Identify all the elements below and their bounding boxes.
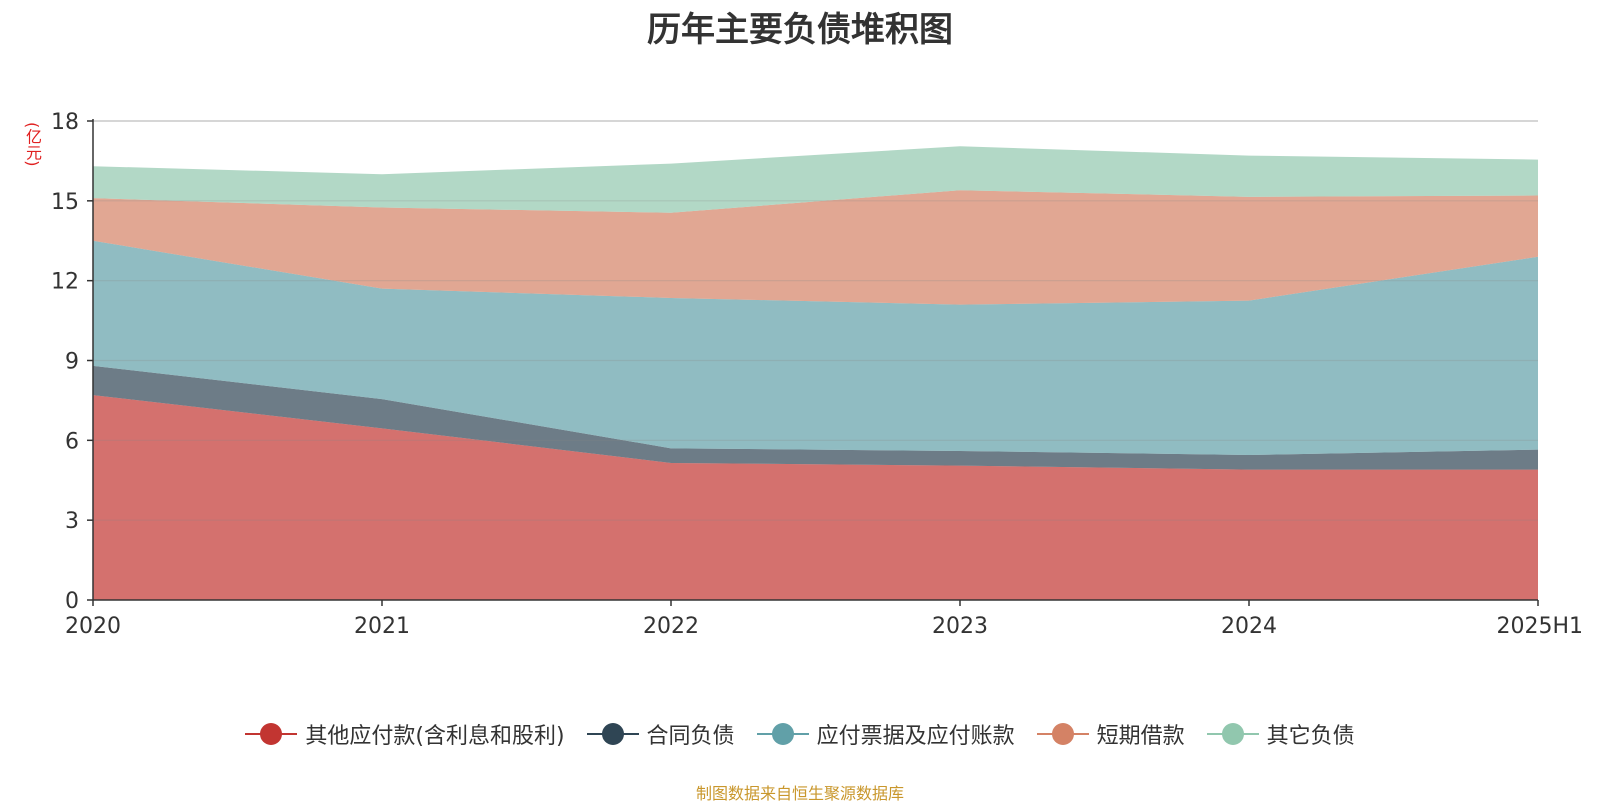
- legend-marker-icon: [756, 723, 809, 745]
- legend-marker-icon: [1036, 723, 1089, 745]
- stacked-area-chart: 0 3 6 9 12 15 18 2020 2021 2022 2023 2024 2025H1: [51, 110, 1583, 639]
- x-tick-label-2024: 2024: [1221, 614, 1277, 639]
- legend-marker-icon: [1206, 723, 1259, 745]
- legend-item-1[interactable]: 其他应付款(含利息和股利): [245, 718, 565, 750]
- legend-item-3[interactable]: 应付票据及应付账款: [756, 718, 1015, 750]
- legend-label: 短期借款: [1096, 724, 1185, 749]
- x-tick-label-2025H1: 2025H1: [1496, 614, 1583, 639]
- data-source-note: 制图数据来自恒生聚源数据库: [695, 784, 904, 803]
- x-tick-label-2022: 2022: [643, 614, 699, 639]
- legend: 其他应付款(含利息和股利) 合同负债 应付票据及应付账款 短期借款 其它负债: [0, 718, 1600, 750]
- x-tick-label-2023: 2023: [932, 614, 988, 639]
- area-series-3: [93, 240, 1538, 455]
- legend-marker-icon: [245, 723, 298, 745]
- x-tick-label-2020: 2020: [65, 614, 121, 639]
- chart-title: 历年主要负债堆积图: [647, 10, 953, 50]
- y-tick-label-15: 15: [51, 190, 79, 215]
- y-tick-label-3: 3: [65, 509, 79, 534]
- area-series-5: [93, 146, 1538, 213]
- y-tick-label-9: 9: [65, 350, 79, 375]
- y-axis-unit: (亿元): [23, 122, 42, 167]
- x-tick-label-2021: 2021: [354, 614, 410, 639]
- legend-label: 合同负债: [646, 724, 735, 749]
- legend-marker-icon: [586, 723, 639, 745]
- y-tick-label-0: 0: [65, 589, 79, 614]
- area-series-4: [93, 190, 1538, 305]
- legend-label: 应付票据及应付账款: [816, 724, 1015, 749]
- y-tick-label-18: 18: [51, 110, 79, 135]
- legend-label: 其他应付款(含利息和股利): [305, 724, 565, 749]
- legend-item-4[interactable]: 短期借款: [1036, 718, 1185, 750]
- legend-label: 其它负债: [1266, 724, 1355, 749]
- legend-item-5[interactable]: 其它负债: [1206, 718, 1355, 750]
- area-series-2: [93, 365, 1538, 470]
- y-tick-label-6: 6: [65, 429, 79, 454]
- area-series-1: [93, 395, 1538, 600]
- y-tick-label-12: 12: [51, 270, 79, 295]
- legend-item-2[interactable]: 合同负债: [586, 718, 735, 750]
